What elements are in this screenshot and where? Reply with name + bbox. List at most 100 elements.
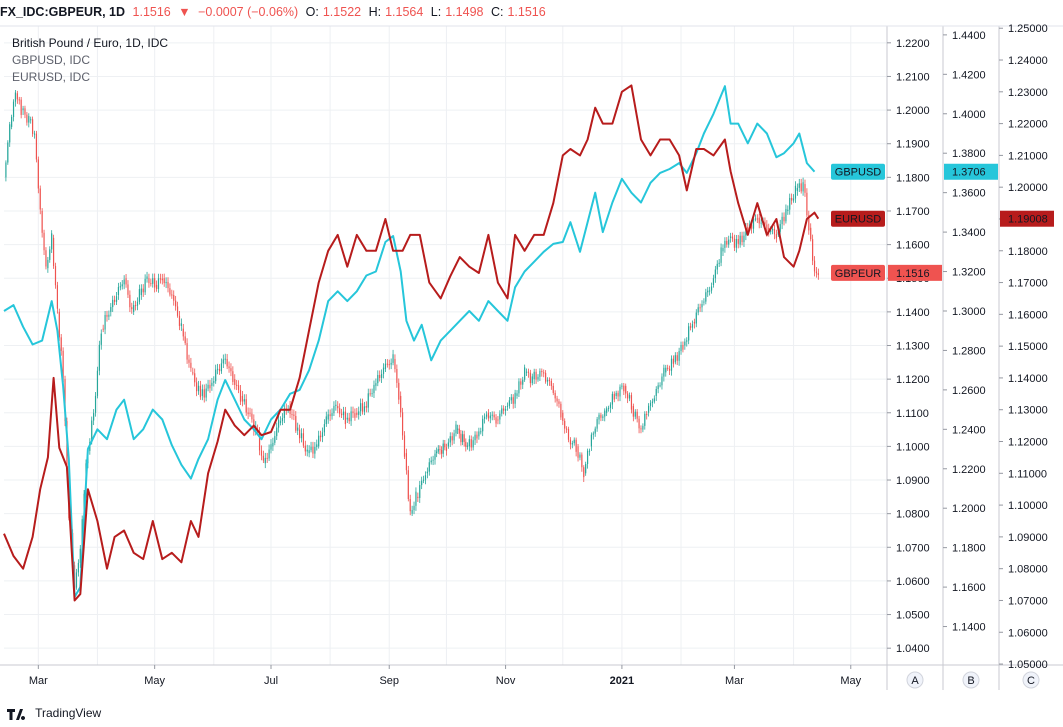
candle-body[interactable] xyxy=(79,548,81,563)
candle-body[interactable] xyxy=(60,337,62,351)
candle-body[interactable] xyxy=(560,403,562,418)
candle-body[interactable] xyxy=(176,306,179,316)
candle-body[interactable] xyxy=(62,350,64,383)
candle-body[interactable] xyxy=(798,183,800,188)
candle-body[interactable] xyxy=(7,142,9,163)
candle-body[interactable] xyxy=(295,415,297,431)
candle-body[interactable] xyxy=(388,364,390,366)
candle-body[interactable] xyxy=(272,442,274,447)
axis-name-label[interactable]: B xyxy=(967,675,974,687)
candle-body[interactable] xyxy=(325,416,327,425)
candle-body[interactable] xyxy=(707,290,709,293)
candle-body[interactable] xyxy=(270,444,272,450)
candle-body[interactable] xyxy=(47,259,49,269)
candle-body[interactable] xyxy=(409,499,411,512)
candle-body[interactable] xyxy=(340,413,343,416)
candle-body[interactable] xyxy=(564,420,566,429)
candle-body[interactable] xyxy=(224,358,226,360)
candle-body[interactable] xyxy=(661,376,663,386)
candle-body[interactable] xyxy=(245,399,247,413)
candle-body[interactable] xyxy=(115,296,118,302)
candle-body[interactable] xyxy=(91,420,93,443)
candle-body[interactable] xyxy=(478,431,480,437)
candle-body[interactable] xyxy=(430,460,432,463)
candle-body[interactable] xyxy=(483,416,486,419)
candle-body[interactable] xyxy=(196,382,198,392)
candle-body[interactable] xyxy=(737,239,739,244)
axis-name-label[interactable]: A xyxy=(911,675,919,687)
candle-body[interactable] xyxy=(592,433,594,435)
candle-body[interactable] xyxy=(211,382,213,386)
candle-body[interactable] xyxy=(108,314,110,317)
candle-body[interactable] xyxy=(171,294,173,296)
candle-body[interactable] xyxy=(512,397,514,404)
candle-body[interactable] xyxy=(121,284,123,287)
candle-body[interactable] xyxy=(648,405,650,413)
candle-body[interactable] xyxy=(236,384,238,386)
candle-body[interactable] xyxy=(299,429,301,439)
candle-body[interactable] xyxy=(175,300,177,307)
candle-body[interactable] xyxy=(264,457,266,464)
candle-body[interactable] xyxy=(764,221,766,225)
candle-body[interactable] xyxy=(781,216,783,225)
candle-body[interactable] xyxy=(432,459,434,461)
candle-body[interactable] xyxy=(569,439,572,445)
candle-body[interactable] xyxy=(319,435,322,438)
candle-body[interactable] xyxy=(670,358,673,371)
candle-body[interactable] xyxy=(49,249,51,260)
candle-body[interactable] xyxy=(733,238,736,248)
candle-body[interactable] xyxy=(720,247,722,263)
candle-body[interactable] xyxy=(293,414,295,416)
candle-body[interactable] xyxy=(12,101,15,117)
candle-body[interactable] xyxy=(361,403,364,412)
candle-body[interactable] xyxy=(604,410,606,417)
candle-body[interactable] xyxy=(653,398,655,402)
candle-body[interactable] xyxy=(283,408,285,419)
candle-body[interactable] xyxy=(655,388,657,396)
candle-body[interactable] xyxy=(247,412,249,415)
candle-body[interactable] xyxy=(562,412,564,421)
candle-body[interactable] xyxy=(657,385,659,389)
candle-body[interactable] xyxy=(444,443,446,448)
candle-body[interactable] xyxy=(497,419,499,421)
candle-body[interactable] xyxy=(215,369,217,382)
candle-body[interactable] xyxy=(186,343,188,360)
candle-body[interactable] xyxy=(558,401,560,404)
candle-body[interactable] xyxy=(466,445,469,447)
candle-body[interactable] xyxy=(173,295,175,301)
candle-body[interactable] xyxy=(331,413,333,417)
candle-body[interactable] xyxy=(646,413,648,415)
candle-body[interactable] xyxy=(659,385,661,387)
candle-body[interactable] xyxy=(371,393,373,395)
candle-body[interactable] xyxy=(794,185,797,199)
candle-body[interactable] xyxy=(590,434,592,447)
candle-body[interactable] xyxy=(465,441,467,447)
price-axis-b[interactable]: 1.4400 1.4200 1.4000 1.3800 1.3600 1.3400 1.32… xyxy=(943,30,986,689)
candle-body[interactable] xyxy=(594,428,596,434)
candle-body[interactable] xyxy=(566,428,568,430)
candle-body[interactable] xyxy=(22,108,24,111)
candle-body[interactable] xyxy=(667,367,669,369)
candle-body[interactable] xyxy=(482,418,484,432)
series-eurusd[interactable] xyxy=(3,84,820,602)
candle-body[interactable] xyxy=(323,424,325,433)
candle-body[interactable] xyxy=(262,455,264,461)
candle-body[interactable] xyxy=(102,328,104,330)
candle-body[interactable] xyxy=(396,369,398,383)
candle-body[interactable] xyxy=(56,285,58,309)
candle-body[interactable] xyxy=(112,299,114,308)
candle-body[interactable] xyxy=(812,239,814,261)
candle-body[interactable] xyxy=(178,315,181,326)
candle-body[interactable] xyxy=(363,406,366,412)
candle-body[interactable] xyxy=(237,385,240,390)
candle-body[interactable] xyxy=(241,395,243,402)
candle-body[interactable] xyxy=(615,392,617,396)
candle-body[interactable] xyxy=(458,428,460,434)
candle-body[interactable] xyxy=(480,431,482,433)
candle-body[interactable] xyxy=(579,454,581,458)
candle-body[interactable] xyxy=(152,278,154,284)
candle-body[interactable] xyxy=(752,218,755,229)
candle-body[interactable] xyxy=(342,411,345,416)
candle-body[interactable] xyxy=(226,358,228,367)
candle-body[interactable] xyxy=(567,429,570,440)
